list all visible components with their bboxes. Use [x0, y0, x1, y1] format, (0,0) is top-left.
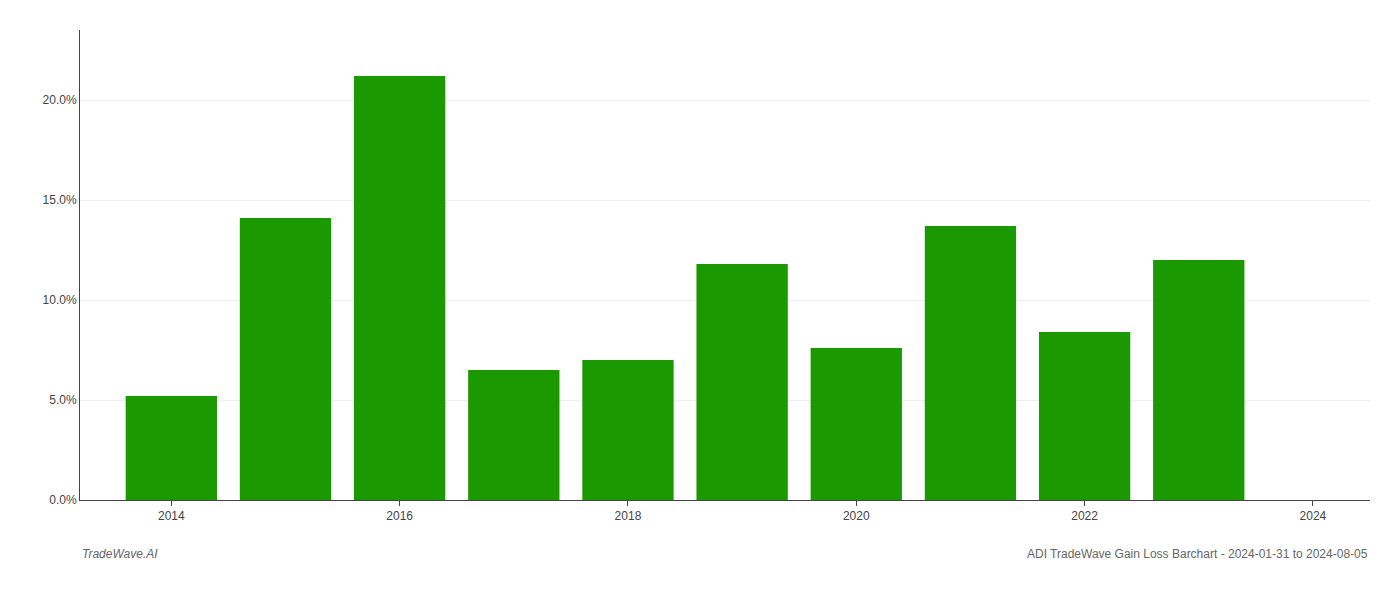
svg-text:TradeWave.AI: TradeWave.AI: [82, 547, 158, 561]
svg-text:0.0%: 0.0%: [49, 493, 77, 507]
svg-text:2018: 2018: [615, 509, 642, 523]
svg-text:2016: 2016: [386, 509, 413, 523]
svg-text:ADI TradeWave Gain Loss Barcha: ADI TradeWave Gain Loss Barchart - 2024-…: [1027, 547, 1368, 561]
svg-text:10.0%: 10.0%: [43, 293, 77, 307]
svg-text:2022: 2022: [1071, 509, 1098, 523]
svg-text:5.0%: 5.0%: [49, 393, 77, 407]
svg-text:2024: 2024: [1300, 509, 1327, 523]
svg-text:2014: 2014: [158, 509, 185, 523]
svg-text:20.0%: 20.0%: [43, 93, 77, 107]
svg-text:15.0%: 15.0%: [43, 193, 77, 207]
svg-text:2020: 2020: [843, 509, 870, 523]
